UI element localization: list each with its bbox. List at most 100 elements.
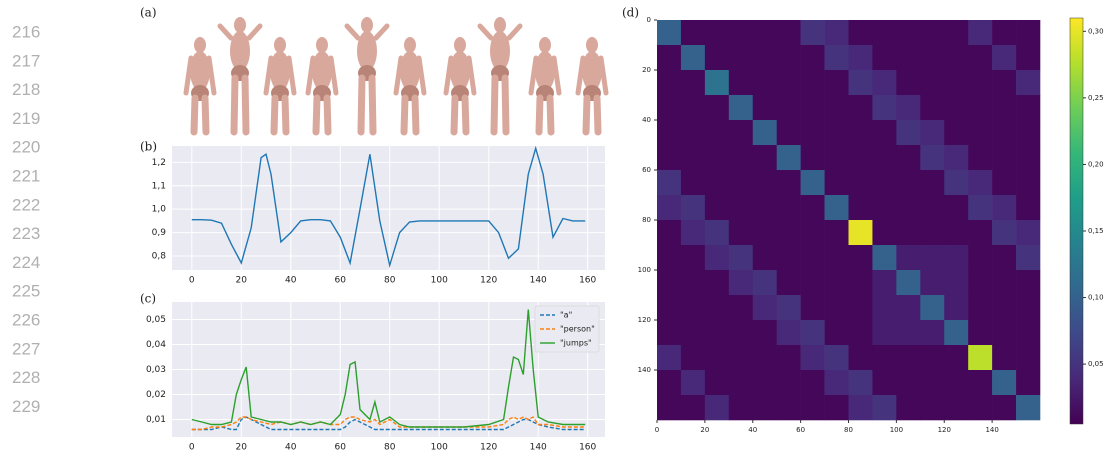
head (194, 37, 206, 53)
heat-cell (704, 370, 730, 396)
heat-cell (704, 145, 730, 171)
heat-cell (1016, 345, 1041, 371)
colorbar-tick-label: 0,25 (1088, 94, 1104, 102)
x-tick-label: 160 (579, 443, 596, 453)
arm (506, 23, 523, 41)
heat-cell (920, 20, 945, 46)
head (234, 17, 246, 33)
y-tick-label: 140 (638, 366, 651, 374)
arm (183, 55, 194, 96)
heat-cell (848, 295, 873, 321)
torso (535, 51, 555, 91)
heat-cell (920, 320, 945, 346)
leg (241, 74, 250, 136)
colorbar-tick-label: 0,10 (1088, 294, 1104, 302)
heat-cell (992, 170, 1017, 196)
arm (344, 23, 361, 41)
heat-cell (896, 395, 921, 421)
heat-cell (657, 195, 682, 221)
x-tick-label: 40 (285, 276, 297, 286)
heat-cell (824, 170, 849, 196)
leg (490, 74, 499, 136)
heat-cell (992, 245, 1017, 271)
heat-cell (968, 370, 993, 396)
heat-cell (752, 45, 777, 71)
line-number: 219 (12, 109, 40, 128)
x-tick-label: 100 (431, 443, 448, 453)
heat-cell (1016, 195, 1041, 221)
arm (477, 23, 494, 41)
legend-label: "person" (560, 325, 595, 334)
arm (373, 23, 390, 41)
heat-cell (800, 395, 825, 421)
heat-cell (752, 220, 777, 246)
heat-cell (872, 170, 897, 196)
heat-cell (680, 95, 706, 121)
heat-cell (848, 195, 873, 221)
heat-cell (1016, 370, 1041, 396)
line-number: 220 (12, 138, 40, 157)
heat-cell (657, 120, 682, 146)
x-tick-label: 40 (285, 443, 297, 453)
heat-cell (968, 245, 993, 271)
heat-cell (992, 320, 1017, 346)
heat-cell (728, 170, 754, 196)
heat-cell (752, 195, 777, 221)
heat-cell (704, 95, 730, 121)
y-tick-label: 20 (642, 66, 651, 74)
heat-cell (824, 345, 849, 371)
arm (443, 55, 454, 96)
y-tick-label: 120 (638, 316, 651, 324)
heat-cell (848, 395, 873, 421)
heat-cell (896, 145, 921, 171)
heat-cell (896, 195, 921, 221)
heat-cell (968, 45, 993, 71)
y-tick-label: 0,03 (146, 365, 166, 375)
heat-cell (1016, 70, 1041, 96)
heat-cell (920, 120, 945, 146)
leg (323, 94, 332, 136)
leg (593, 94, 602, 136)
heat-cell (872, 345, 897, 371)
head (274, 37, 286, 53)
heat-cell (776, 145, 801, 171)
heat-cell (992, 370, 1017, 396)
heat-cell (728, 220, 754, 246)
heat-cell (704, 220, 730, 246)
pose-figures (183, 17, 609, 136)
heat-cell (800, 145, 825, 171)
heat-cell (680, 120, 706, 146)
heat-cell (920, 95, 945, 121)
torso (400, 51, 420, 91)
heat-cell (657, 220, 682, 246)
heat-cell (920, 395, 945, 421)
heat-cell (704, 120, 730, 146)
arm (598, 55, 609, 96)
heat-cell (968, 20, 993, 46)
x-tick-label: 60 (335, 276, 347, 286)
heat-cell (968, 195, 993, 221)
heat-cell (872, 45, 897, 71)
leg (368, 74, 377, 136)
heat-cell (944, 370, 969, 396)
heat-cell (776, 120, 801, 146)
heat-cell (944, 295, 969, 321)
heat-cell (848, 320, 873, 346)
heat-cell (896, 45, 921, 71)
leg (501, 74, 510, 136)
x-tick-label: 60 (335, 443, 347, 453)
line-number: 228 (12, 368, 40, 387)
heat-cell (1016, 120, 1041, 146)
x-tick-label: 160 (579, 276, 596, 286)
heat-cell (968, 270, 993, 296)
heat-cell (657, 270, 682, 296)
arm (575, 55, 586, 96)
heat-cell (992, 20, 1017, 46)
arm (305, 55, 316, 96)
heat-cell (776, 220, 801, 246)
heat-cell (896, 370, 921, 396)
leg (450, 94, 459, 136)
torso (190, 51, 210, 91)
heat-cell (872, 145, 897, 171)
heat-cell (657, 145, 682, 171)
